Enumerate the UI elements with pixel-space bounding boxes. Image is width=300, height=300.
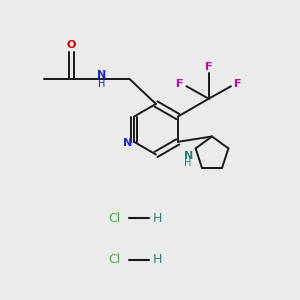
Text: N: N <box>184 151 193 161</box>
Text: H: H <box>184 158 192 168</box>
Text: N: N <box>123 138 132 148</box>
Text: H: H <box>153 254 162 266</box>
Text: F: F <box>176 79 184 89</box>
Text: Cl: Cl <box>108 212 121 225</box>
Text: N: N <box>97 70 106 80</box>
Text: O: O <box>67 40 76 50</box>
Text: F: F <box>205 62 212 72</box>
Text: F: F <box>234 79 241 89</box>
Text: Cl: Cl <box>108 254 121 266</box>
Text: H: H <box>153 212 162 225</box>
Text: H: H <box>98 79 106 89</box>
